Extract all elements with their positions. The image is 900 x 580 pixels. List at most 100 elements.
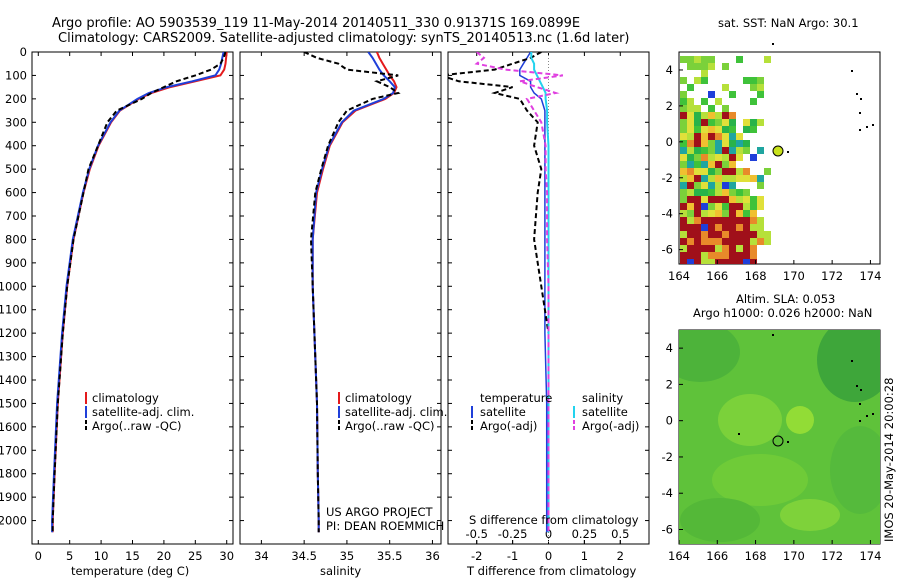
sst-cell bbox=[694, 56, 701, 63]
sst-cell bbox=[722, 105, 729, 112]
sst-cell bbox=[680, 175, 687, 182]
sst-cell bbox=[701, 210, 708, 217]
map-ytick-label: 2 bbox=[666, 99, 673, 113]
sst-cell bbox=[736, 203, 743, 210]
sst-cell bbox=[708, 217, 715, 224]
sst-cell bbox=[680, 56, 687, 63]
sst-cell bbox=[708, 238, 715, 245]
depth-tick-label: 1600 bbox=[0, 420, 27, 434]
imos-stamp: IMOS 20-May-2014 20:00:28 bbox=[882, 378, 896, 542]
sst-cell bbox=[736, 217, 743, 224]
island-dot bbox=[860, 389, 862, 391]
sst-cell bbox=[715, 126, 722, 133]
sst-cell bbox=[764, 238, 771, 245]
sst-cell bbox=[687, 196, 694, 203]
sst-cell bbox=[687, 154, 694, 161]
sst-cell bbox=[743, 77, 750, 84]
island-dot bbox=[851, 70, 853, 72]
sst-cell bbox=[729, 259, 736, 264]
salinity-series bbox=[303, 52, 401, 533]
sst-cell bbox=[680, 245, 687, 252]
legend-temp-climatology: climatology bbox=[92, 391, 159, 405]
sst-cell bbox=[715, 112, 722, 119]
sst-cell bbox=[736, 252, 743, 259]
sst-map-title: sat. SST: NaN Argo: 30.1 bbox=[718, 16, 859, 30]
map-ytick-label: 0 bbox=[666, 414, 673, 428]
sst-cell bbox=[694, 203, 701, 210]
sst-cell bbox=[736, 210, 743, 217]
sst-cell bbox=[687, 105, 694, 112]
sst-cell bbox=[757, 182, 764, 189]
sst-cell bbox=[680, 259, 687, 264]
sst-cell bbox=[708, 182, 715, 189]
sst-cell bbox=[729, 147, 736, 154]
sst-cell bbox=[708, 154, 715, 161]
salinity-tick-label: 35 bbox=[340, 549, 355, 563]
sst-cell bbox=[750, 203, 757, 210]
sst-cell bbox=[687, 63, 694, 70]
salinity-tick-label: 34 bbox=[254, 549, 269, 563]
sst-cell bbox=[715, 203, 722, 210]
sst-cell bbox=[687, 140, 694, 147]
sst-cell bbox=[708, 175, 715, 182]
sst-cell bbox=[701, 119, 708, 126]
sst-cell bbox=[736, 238, 743, 245]
sst-cell bbox=[729, 217, 736, 224]
difference-legend: temperature salinity satellite Argo(-adj… bbox=[471, 391, 639, 433]
island-dot bbox=[866, 126, 868, 128]
island-dot bbox=[859, 112, 861, 114]
sst-cell bbox=[680, 126, 687, 133]
sdiff-tick-label: 0 bbox=[545, 527, 552, 541]
sst-cell bbox=[729, 238, 736, 245]
temperature-x-axis: 0 5 10 15 20 25 30 bbox=[35, 52, 234, 563]
sst-cell bbox=[722, 231, 729, 238]
temperature-tick-label: 30 bbox=[219, 549, 234, 563]
sla-region bbox=[718, 394, 782, 446]
sst-cell bbox=[729, 203, 736, 210]
temperature-tick-label: 10 bbox=[94, 549, 109, 563]
sst-cell bbox=[701, 217, 708, 224]
sst-cell bbox=[722, 119, 729, 126]
sst-cell bbox=[729, 196, 736, 203]
sst-field bbox=[680, 56, 771, 264]
sst-cell bbox=[750, 196, 757, 203]
depth-tick-label: 600 bbox=[5, 186, 27, 200]
salinity-panel bbox=[239, 51, 442, 545]
sst-cell bbox=[701, 224, 708, 231]
island-dot bbox=[787, 151, 789, 153]
sst-cell bbox=[729, 133, 736, 140]
sst-cell bbox=[701, 126, 708, 133]
sst-cell bbox=[743, 238, 750, 245]
sst-cell bbox=[743, 189, 750, 196]
sst-cell bbox=[729, 119, 736, 126]
sst-cell bbox=[701, 98, 708, 105]
sst-cell bbox=[694, 140, 701, 147]
sst-cell bbox=[694, 77, 701, 84]
sst-cell bbox=[743, 126, 750, 133]
sst-cell bbox=[743, 119, 750, 126]
sst-cell bbox=[708, 210, 715, 217]
sst-cell bbox=[687, 252, 694, 259]
sst-cell bbox=[715, 154, 722, 161]
sst-cell bbox=[715, 98, 722, 105]
credit-project: US ARGO PROJECT bbox=[326, 505, 434, 519]
sst-cell bbox=[722, 175, 729, 182]
sst-cell bbox=[687, 133, 694, 140]
header-line1: Argo profile: AO 5903539_119 11-May-2014… bbox=[52, 16, 580, 31]
sst-cell bbox=[694, 231, 701, 238]
island-dot bbox=[859, 403, 861, 405]
sst-cell bbox=[722, 210, 729, 217]
sst-cell bbox=[757, 175, 764, 182]
map-xtick-label: 164 bbox=[668, 549, 690, 563]
sst-cell bbox=[701, 245, 708, 252]
depth-tick-label: 1000 bbox=[0, 279, 27, 293]
sst-cell bbox=[729, 224, 736, 231]
map-xtick-label: 170 bbox=[783, 549, 805, 563]
sst-cell bbox=[701, 140, 708, 147]
sst-cell bbox=[694, 196, 701, 203]
legend-temp-satellite: satellite-adj. clim. bbox=[92, 405, 194, 419]
tdiff-tick-label: 0 bbox=[545, 549, 552, 563]
sst-cell bbox=[708, 259, 715, 264]
sst-cell bbox=[708, 203, 715, 210]
legend-temperature-title: temperature bbox=[480, 391, 552, 405]
